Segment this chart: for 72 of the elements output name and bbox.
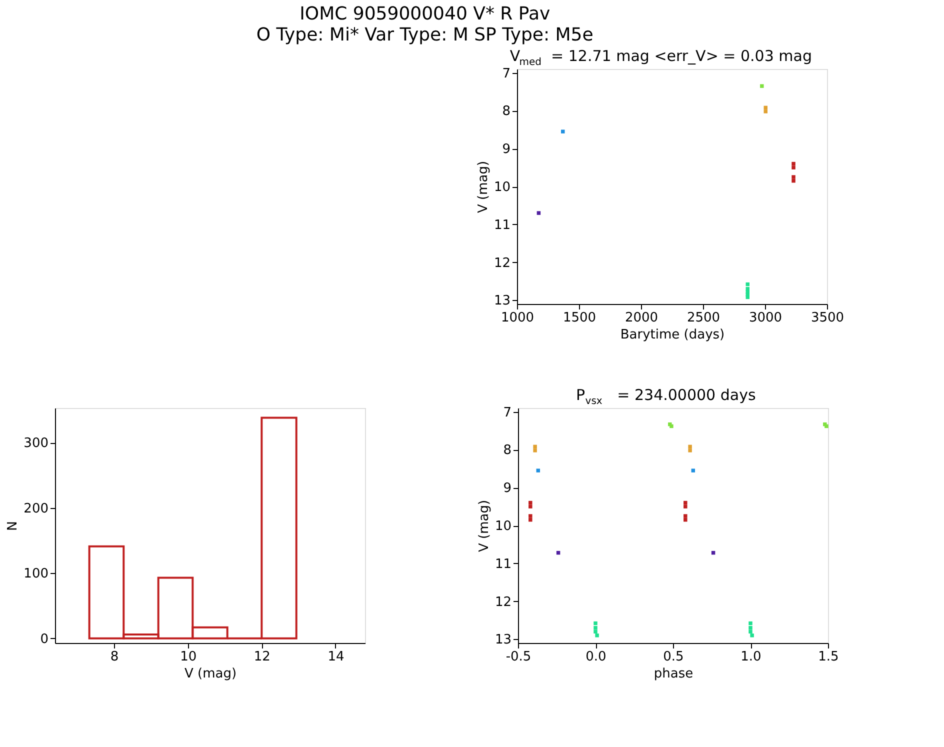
- y-tick-label: 13: [494, 632, 512, 648]
- y-tick-label: 9: [503, 481, 512, 496]
- x-axis-title: phase: [654, 666, 694, 682]
- y-tick-label: 11: [494, 556, 512, 572]
- point: [691, 468, 696, 472]
- point: [528, 500, 532, 505]
- point: [595, 634, 599, 638]
- point: [533, 444, 537, 449]
- x-tick-label: 10: [180, 650, 197, 664]
- x-tick-label: 2500: [686, 310, 720, 326]
- x-tick-label: 12: [254, 650, 270, 664]
- y-tick-label: 11: [494, 218, 510, 233]
- point: [748, 630, 752, 634]
- point: [792, 162, 796, 166]
- x-tick-label: -0.5: [506, 650, 532, 664]
- point: [528, 504, 532, 508]
- point: [688, 444, 692, 449]
- point: [792, 175, 796, 179]
- x-tick-label: 1.0: [740, 650, 762, 664]
- point: [748, 626, 752, 630]
- point: [536, 211, 541, 215]
- point: [594, 621, 598, 626]
- text: O Type: Mi* Var Type: M SP Type: M5e: [256, 24, 594, 46]
- x-tick-label: 14: [328, 650, 344, 664]
- x-tick-label: 1.5: [818, 650, 839, 664]
- y-tick-label: 300: [24, 436, 48, 452]
- y-tick-label: 10: [494, 519, 512, 534]
- point: [684, 504, 688, 508]
- point: [528, 518, 532, 522]
- point: [750, 634, 754, 638]
- x-tick-label: 2000: [624, 310, 658, 326]
- y-axis-title: N: [6, 521, 21, 531]
- point: [594, 626, 598, 630]
- point: [533, 448, 537, 452]
- y-tick-label: 7: [502, 66, 510, 82]
- x-axis-title: Barytime (days): [620, 328, 725, 342]
- y-tick-label: 8: [503, 443, 512, 458]
- x-axis-title: V (mag): [184, 666, 237, 682]
- y-tick-label: 0: [40, 632, 48, 647]
- y-tick-label: 12: [494, 256, 510, 271]
- point: [561, 130, 565, 134]
- x-tick-label: 3000: [748, 310, 782, 326]
- point: [528, 514, 532, 518]
- y-tick-label: 7: [503, 405, 512, 420]
- x-tick-label: 1500: [562, 310, 596, 326]
- point: [764, 106, 768, 110]
- x-tick-label: 3500: [810, 310, 844, 326]
- point: [684, 514, 688, 518]
- x-tick-label: 1000: [500, 310, 534, 326]
- x-tick-label: 0.5: [663, 650, 684, 664]
- point: [792, 178, 796, 183]
- point: [748, 621, 752, 626]
- x-tick-label: 8: [110, 650, 119, 664]
- point: [536, 468, 540, 472]
- y-axis-title: V (mag): [476, 160, 491, 214]
- point: [684, 500, 688, 505]
- point: [760, 84, 764, 88]
- y-tick-label: 12: [494, 594, 512, 610]
- y-tick-label: 9: [502, 142, 510, 158]
- text: IOMC 9059000040 V* R Pav: [300, 4, 550, 24]
- x-tick-label: 0.0: [586, 650, 606, 664]
- point: [764, 110, 768, 114]
- point: [792, 166, 796, 170]
- y-tick-label: 13: [494, 294, 510, 309]
- y-tick-label: 100: [24, 566, 48, 582]
- point: [684, 518, 688, 522]
- y-tick-label: 200: [24, 501, 48, 516]
- y-axis-title: V (mag): [476, 500, 492, 552]
- point: [688, 448, 692, 452]
- y-tick-label: 10: [494, 180, 510, 195]
- point: [594, 630, 598, 634]
- y-tick-label: 8: [502, 104, 510, 120]
